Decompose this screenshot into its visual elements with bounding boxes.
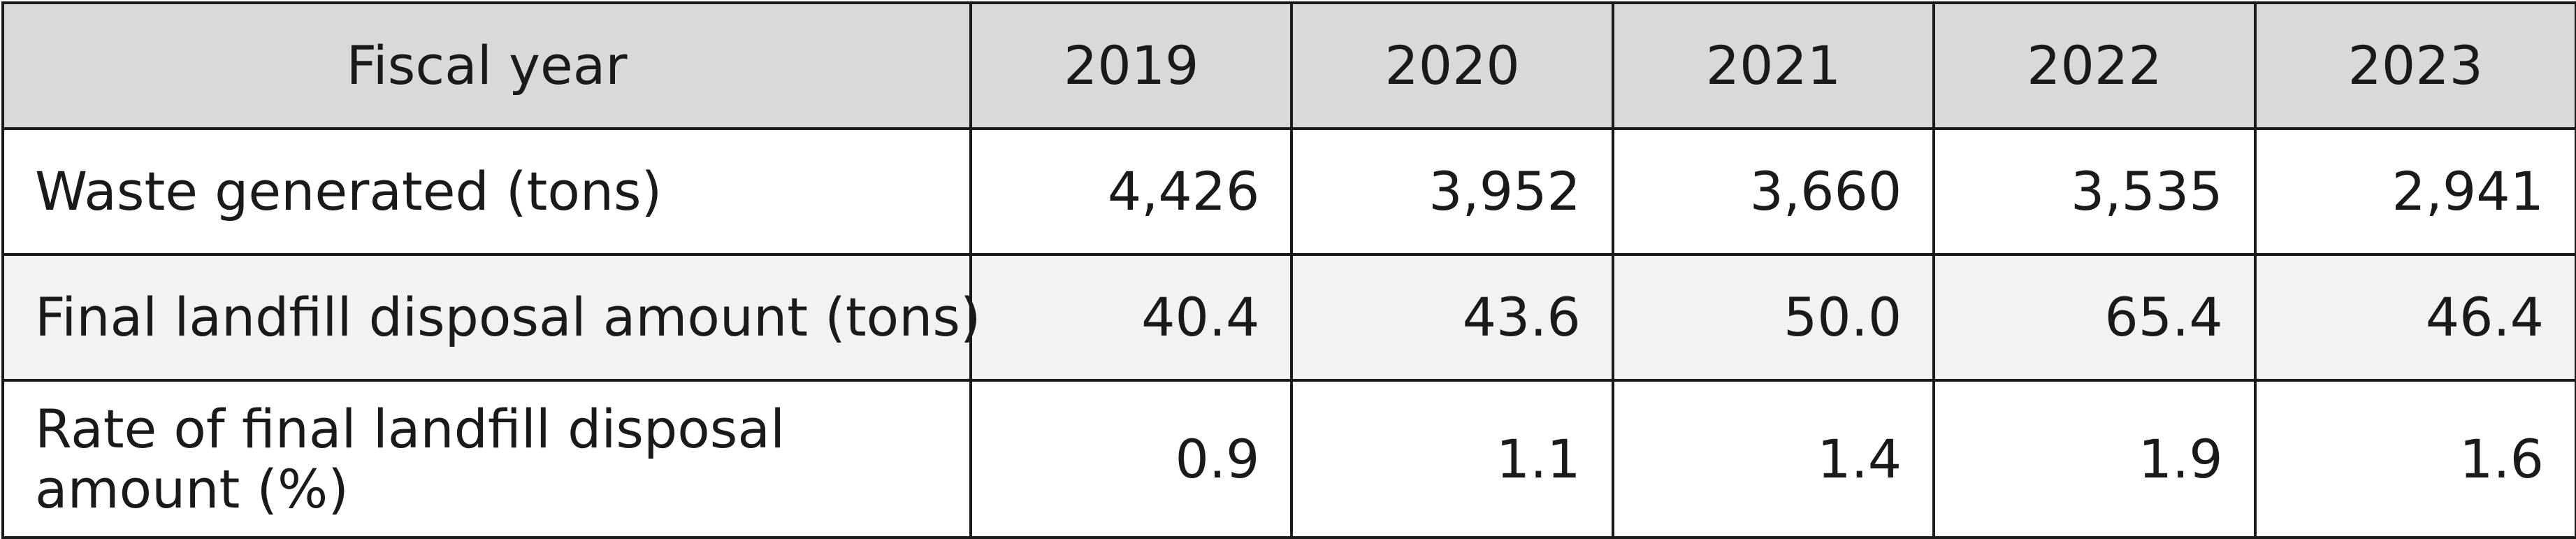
table-cell: 1.6: [2253, 379, 2576, 539]
table-cell: 4,426: [969, 127, 1294, 256]
table-cell: 65.4: [1932, 253, 2257, 382]
header-fiscal-year: Fiscal year: [1, 1, 972, 130]
table-cell: 0.9: [969, 379, 1294, 539]
table-cell: 40.4: [969, 253, 1294, 382]
table-cell: 1.1: [1290, 379, 1614, 539]
header-year-2023: 2023: [2253, 1, 2576, 130]
table-cell: 46.4: [2253, 253, 2576, 382]
header-year-2022: 2022: [1932, 1, 2257, 130]
table-cell: 3,952: [1290, 127, 1614, 256]
table-cell: 50.0: [1611, 253, 1936, 382]
table-cell: 1.4: [1611, 379, 1936, 539]
table-cell: 43.6: [1290, 253, 1614, 382]
table-cell: 3,660: [1611, 127, 1936, 256]
table-row-waste-generated: Waste generated (tons) 4,426 3,952 3,660…: [1, 127, 2576, 256]
table-row-final-landfill-rate: Rate of final landfill disposal amount (…: [1, 379, 2576, 539]
header-year-2020: 2020: [1290, 1, 1614, 130]
header-row: Fiscal year 2019 2020 2021 2022 2023: [1, 1, 2576, 130]
header-year-2021: 2021: [1611, 1, 1936, 130]
row-label-waste-generated: Waste generated (tons): [1, 127, 972, 256]
table-cell: 3,535: [1932, 127, 2257, 256]
table-row-final-landfill-amount: Final landfill disposal amount (tons) 40…: [1, 253, 2576, 382]
table-cell: 2,941: [2253, 127, 2576, 256]
row-label-final-landfill-amount: Final landfill disposal amount (tons): [1, 253, 981, 382]
header-year-2019: 2019: [969, 1, 1294, 130]
table-cell: 1.9: [1932, 379, 2257, 539]
row-label-final-landfill-rate: Rate of final landfill disposal amount (…: [1, 379, 972, 539]
